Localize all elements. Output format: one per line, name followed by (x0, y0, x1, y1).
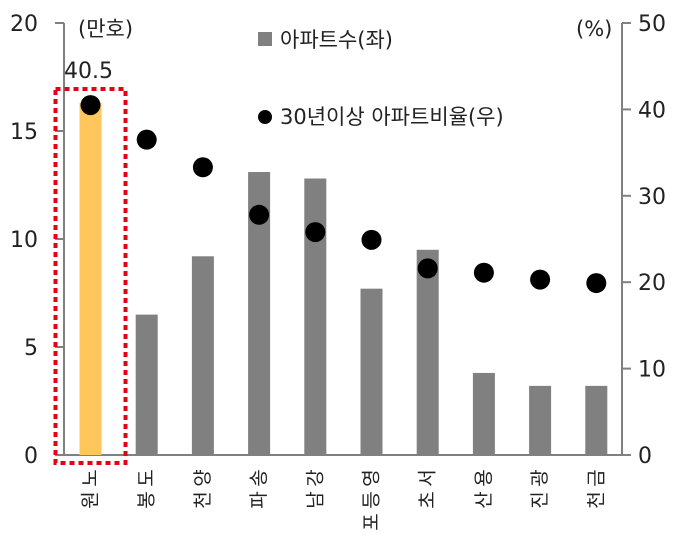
category-label: 서초 (417, 469, 439, 508)
dot (530, 269, 551, 290)
left-tick-label: 10 (10, 228, 38, 253)
category-label-char: 영 (361, 469, 383, 486)
category-label-char: 남 (304, 491, 326, 508)
category-label: 영등포 (361, 469, 383, 530)
category-label-char: 금 (585, 469, 607, 486)
category-label-char: 천 (585, 491, 607, 508)
dot (305, 222, 326, 243)
dot (80, 95, 101, 116)
bar (416, 249, 439, 455)
bar (304, 178, 327, 455)
right-tick-label: 20 (638, 271, 666, 296)
category-label: 강남 (304, 469, 326, 508)
dot (249, 204, 270, 225)
dot (417, 258, 438, 279)
legend-bar-label: 아파트수(좌) (280, 28, 393, 52)
dot (473, 262, 494, 283)
dot (586, 273, 607, 294)
bar (79, 102, 102, 456)
bar (135, 314, 158, 455)
category-label-char: 송 (248, 469, 270, 486)
right-tick-label: 40 (638, 98, 666, 123)
category-label-char: 양 (192, 469, 214, 486)
highlight-box (53, 87, 128, 465)
bar (191, 256, 214, 455)
category-label-char: 등 (361, 491, 383, 508)
left-tick-label: 20 (10, 12, 38, 37)
bar (360, 288, 383, 455)
annotation-label: 40.5 (64, 59, 113, 84)
left-tick-label: 5 (24, 336, 38, 361)
category-label-char: 포 (361, 513, 383, 530)
right-tick-label: 0 (638, 444, 652, 469)
category-label-char: 용 (473, 469, 495, 486)
bars (79, 102, 608, 456)
category-label-char: 진 (529, 491, 551, 508)
dot (136, 129, 157, 150)
category-label-char: 산 (473, 491, 495, 508)
right-tick-label: 10 (638, 358, 666, 383)
legend-dot-swatch (258, 110, 272, 124)
bar (585, 385, 608, 455)
left-tick-label: 15 (10, 120, 38, 145)
bar (529, 385, 552, 455)
category-label: 광진 (529, 469, 551, 508)
category-label-char: 봉 (136, 491, 158, 508)
dot (361, 229, 382, 250)
dots (80, 95, 607, 294)
category-label-char: 노 (80, 469, 102, 486)
category-label: 송파 (248, 469, 270, 508)
right-tick-label: 50 (638, 12, 666, 37)
bar (248, 172, 271, 456)
dot (192, 157, 213, 178)
category-label-char: 초 (417, 491, 439, 508)
category-label: 금천 (585, 469, 607, 508)
category-label-char: 강 (304, 469, 326, 486)
left-tick-label: 0 (24, 444, 38, 469)
category-label: 용산 (473, 469, 495, 508)
category-label-char: 천 (192, 491, 214, 508)
right-axis-unit: (%) (576, 17, 612, 41)
category-label: 노원 (80, 469, 102, 508)
left-axis-unit: (만호) (78, 17, 133, 41)
category-label-char: 서 (417, 469, 439, 486)
category-label-char: 원 (80, 491, 102, 508)
legend-dot-label: 30년이상 아파트비율(우) (280, 105, 504, 129)
category-label-char: 파 (248, 491, 270, 508)
legend-bar-swatch (258, 32, 272, 46)
bar (472, 372, 495, 455)
category-label: 도봉 (136, 469, 158, 508)
category-label: 양천 (192, 469, 214, 508)
right-tick-label: 30 (638, 185, 666, 210)
category-label-char: 광 (529, 469, 551, 486)
category-label-char: 도 (136, 469, 158, 486)
axes: 0 5 10 15 20 0 10 20 30 40 50 (10, 12, 666, 469)
legend: 아파트수(좌) 30년이상 아파트비율(우) (258, 28, 504, 129)
